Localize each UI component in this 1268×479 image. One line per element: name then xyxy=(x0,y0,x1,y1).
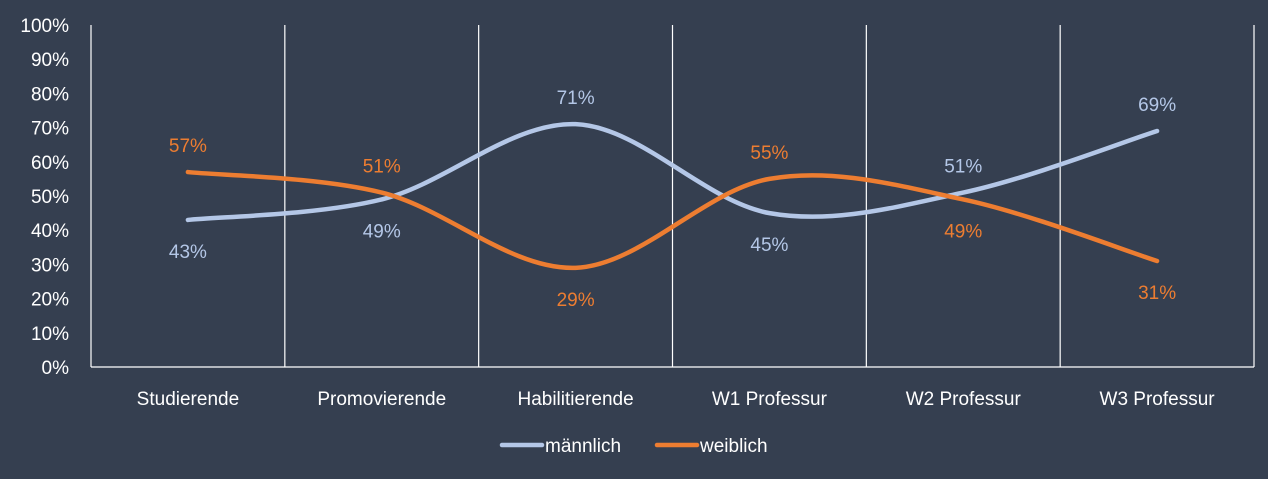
series-group xyxy=(185,121,1160,271)
legend: männlich weiblich xyxy=(499,436,768,457)
y-tick-label: 70% xyxy=(31,119,69,140)
y-axis: 0% 10% 20% 30% 40% 50% 60% 70% 80% 90% 100% xyxy=(20,16,69,379)
data-label: 57% xyxy=(169,136,207,157)
data-label: 31% xyxy=(1138,283,1176,304)
x-axis: Studierende Promovierende Habilitierende W1… xyxy=(137,389,1216,410)
y-tick-label: 80% xyxy=(31,84,69,105)
x-tick-label: Studierende xyxy=(137,389,239,410)
legend-label: männlich xyxy=(545,436,621,457)
legend-label: weiblich xyxy=(699,436,768,457)
data-label: 51% xyxy=(944,157,982,178)
data-label: 43% xyxy=(169,242,207,263)
series-line-weiblich xyxy=(185,169,1160,271)
data-label: 51% xyxy=(363,157,401,178)
data-label: 55% xyxy=(750,143,788,164)
y-tick-label: 40% xyxy=(31,221,69,242)
grid-lines xyxy=(90,25,1255,368)
x-tick-label: Habilitierende xyxy=(517,389,633,410)
data-label: 49% xyxy=(363,221,401,242)
data-label: 49% xyxy=(944,221,982,242)
y-tick-label: 20% xyxy=(31,290,69,311)
data-labels: 43% 49% 71% 45% 51% 69% 57% 51% 29% 55% 49% 31% xyxy=(169,88,1176,311)
y-tick-label: 0% xyxy=(42,358,70,379)
data-label: 29% xyxy=(557,290,595,311)
y-tick-label: 50% xyxy=(31,187,69,208)
y-tick-label: 30% xyxy=(31,255,69,276)
series-line-maennlich xyxy=(185,121,1160,223)
data-label: 71% xyxy=(557,88,595,109)
data-label: 45% xyxy=(750,235,788,256)
data-label: 69% xyxy=(1138,95,1176,116)
y-tick-label: 60% xyxy=(31,153,69,174)
y-tick-label: 10% xyxy=(31,324,69,345)
y-tick-label: 100% xyxy=(20,16,69,37)
x-tick-label: Promovierende xyxy=(317,389,446,410)
x-tick-label: W2 Professur xyxy=(906,389,1022,410)
y-tick-label: 90% xyxy=(31,50,69,71)
x-tick-label: W3 Professur xyxy=(1100,389,1216,410)
x-tick-label: W1 Professur xyxy=(712,389,828,410)
